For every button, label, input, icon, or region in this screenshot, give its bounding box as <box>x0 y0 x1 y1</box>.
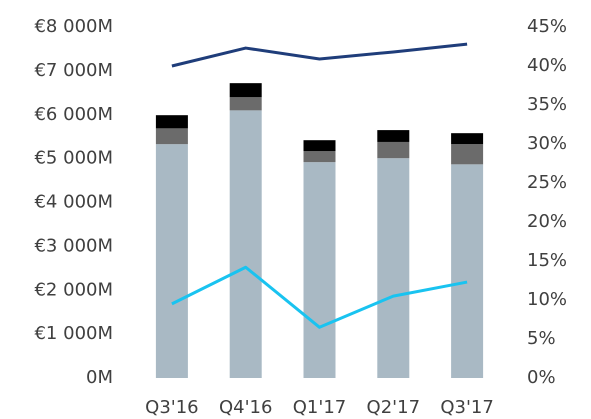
y2-tick-label: 25% <box>527 172 567 193</box>
y2-tick-label: 10% <box>527 289 567 310</box>
bar-segment <box>229 83 262 98</box>
y-tick-label: 0M <box>86 367 113 388</box>
line <box>171 42 468 68</box>
y-tick-label: €5 000M <box>34 148 113 169</box>
y2-tick-label: 20% <box>527 211 567 232</box>
bar-segment <box>451 144 484 165</box>
y2-tick-label: 0% <box>527 367 556 388</box>
x-tick-label: Q3'16 <box>145 397 198 418</box>
y2-tick-label: 45% <box>527 16 567 37</box>
bar-segment <box>303 162 336 378</box>
y-tick-label: €6 000M <box>34 104 113 125</box>
bar-segment <box>377 158 410 378</box>
x-tick-label: Q3'17 <box>440 397 493 418</box>
bar-segment <box>229 110 262 379</box>
y2-tick-label: 40% <box>527 55 567 76</box>
y-tick-label: €8 000M <box>34 16 113 37</box>
bar-segment <box>303 151 336 163</box>
bar-segment <box>229 97 262 111</box>
x-tick-label: Q1'17 <box>293 397 346 418</box>
y-tick-label: €1 000M <box>34 323 113 344</box>
bar-segment <box>303 140 336 152</box>
bar-segment <box>377 141 410 159</box>
bar-segment <box>377 130 410 142</box>
y2-tick-label: 35% <box>527 94 567 115</box>
y-tick-label: €4 000M <box>34 192 113 213</box>
bar-segment <box>451 133 484 145</box>
y-tick-label: €2 000M <box>34 279 113 300</box>
x-tick-label: Q2'17 <box>367 397 420 418</box>
y-tick-label: €7 000M <box>34 60 113 81</box>
bar-segment <box>155 144 188 378</box>
bar-segment <box>451 164 484 378</box>
bar-segment <box>155 128 188 145</box>
y2-tick-label: 30% <box>527 133 567 154</box>
y2-tick-label: 15% <box>527 250 567 271</box>
y2-tick-label: 5% <box>527 328 556 349</box>
line <box>171 265 468 329</box>
bar-segment <box>155 115 188 129</box>
x-tick-label: Q4'16 <box>219 397 272 418</box>
y-tick-label: €3 000M <box>34 235 113 256</box>
